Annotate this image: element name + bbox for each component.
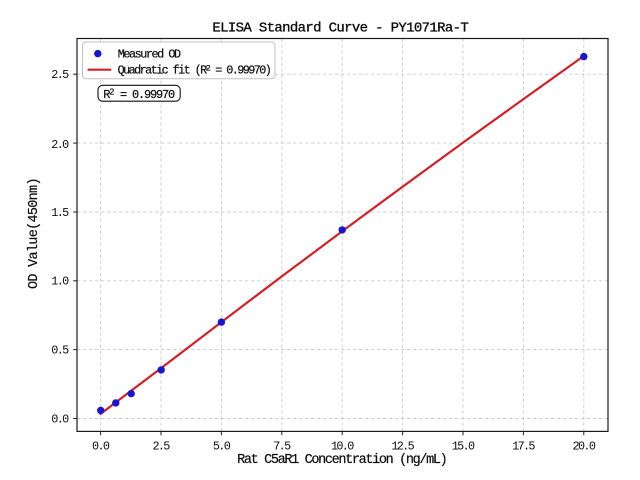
- svg-text:0.0: 0.0: [92, 440, 110, 454]
- svg-text:0.5: 0.5: [51, 343, 69, 357]
- svg-text:Rat C5aR1 Concentration (ng/mL: Rat C5aR1 Concentration (ng/mL): [237, 453, 446, 468]
- svg-text:15.0: 15.0: [452, 440, 475, 454]
- svg-text:7.5: 7.5: [273, 440, 291, 454]
- svg-text:20.0: 20.0: [573, 440, 596, 454]
- svg-text:Measured OD: Measured OD: [118, 47, 181, 61]
- svg-text:2.5: 2.5: [152, 440, 170, 454]
- svg-text:ELISA Standard Curve - PY1071R: ELISA Standard Curve - PY1071Ra-T: [212, 21, 468, 37]
- svg-text:0.0: 0.0: [51, 412, 69, 426]
- svg-text:1.0: 1.0: [51, 275, 69, 289]
- svg-text:5.0: 5.0: [213, 440, 231, 454]
- svg-text:10.0: 10.0: [331, 440, 354, 454]
- svg-text:Quadratic fit (R2 = 0.99970): Quadratic fit (R2 = 0.99970): [118, 63, 271, 77]
- svg-text:2.5: 2.5: [51, 68, 69, 82]
- svg-text:OD Value(450nm): OD Value(450nm): [27, 178, 42, 289]
- svg-text:R2 = 0.99970: R2 = 0.99970: [103, 87, 175, 102]
- svg-text:1.5: 1.5: [51, 206, 69, 220]
- svg-text:2.0: 2.0: [51, 138, 69, 152]
- svg-text:17.5: 17.5: [512, 440, 535, 454]
- svg-text:12.5: 12.5: [391, 440, 414, 454]
